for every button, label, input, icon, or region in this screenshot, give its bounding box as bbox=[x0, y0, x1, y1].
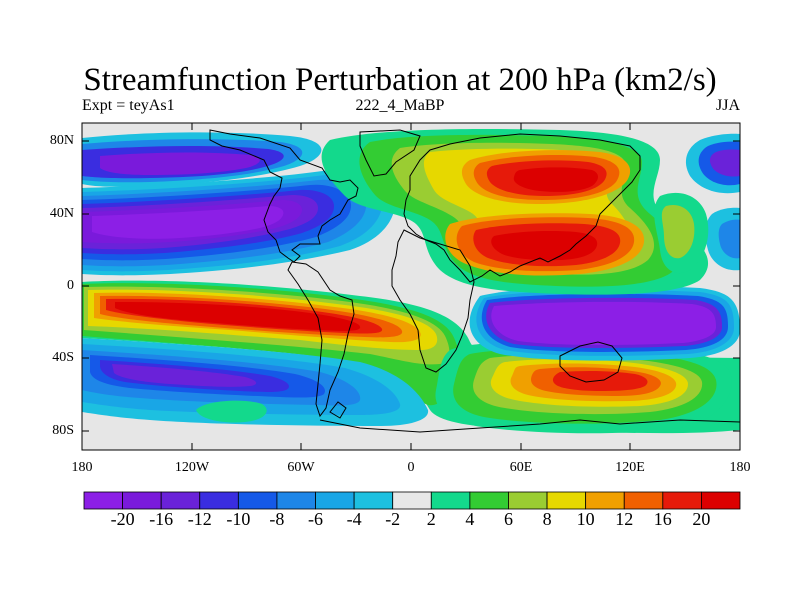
coastline-eurasia bbox=[403, 133, 641, 283]
contour-neg-sw-12 bbox=[112, 364, 257, 387]
colorbar-swatch bbox=[585, 491, 625, 510]
coastlines bbox=[209, 129, 740, 433]
colorbar-swatch bbox=[160, 491, 201, 510]
colorbar-label: 2 bbox=[426, 509, 436, 529]
colorbar bbox=[83, 491, 741, 510]
colorbar-swatch bbox=[237, 491, 278, 510]
coastline-australia bbox=[559, 341, 623, 383]
contour-pos-ne-north-20 bbox=[513, 167, 598, 192]
contour-neg-nefar-12 bbox=[709, 149, 740, 177]
colorbar-swatch bbox=[508, 491, 548, 510]
colorbar-swatch bbox=[430, 491, 471, 510]
colorbar-label: -12 bbox=[187, 509, 212, 529]
lat-label-0: 0 bbox=[67, 278, 74, 293]
lon-ticks bbox=[81, 123, 741, 450]
colorbar-swatch bbox=[469, 491, 509, 510]
colorbar-swatch bbox=[701, 491, 741, 510]
experiment-label: Expt = teyAs1 bbox=[82, 97, 175, 114]
colorbar-label: -4 bbox=[346, 509, 362, 529]
lon-label-0: 0 bbox=[407, 460, 415, 475]
colorbar-label: 12 bbox=[615, 509, 634, 529]
lat-label-40n: 40N bbox=[49, 206, 74, 221]
colorbar-label: 16 bbox=[653, 509, 672, 529]
lon-label-120e: 120E bbox=[615, 460, 645, 475]
colorbar-label: -2 bbox=[385, 509, 401, 529]
lon-label-60e: 60E bbox=[509, 460, 533, 475]
coastline-greenland bbox=[359, 129, 421, 177]
colorbar-label: -6 bbox=[308, 509, 323, 529]
lon-label-120w: 120W bbox=[174, 460, 210, 475]
contour-pos-ne-south-20 bbox=[491, 231, 598, 261]
lat-label-80n: 80N bbox=[49, 133, 74, 148]
lat-label-80s: 80S bbox=[52, 423, 74, 438]
colorbar-label: 20 bbox=[692, 509, 711, 529]
lon-label-180-west: 180 bbox=[71, 460, 93, 475]
colorbar-label: -16 bbox=[149, 509, 174, 529]
colorbar-swatch bbox=[662, 491, 702, 510]
colorbar-label: -20 bbox=[110, 509, 135, 529]
colorbar-label: -10 bbox=[226, 509, 251, 529]
colorbar-swatch bbox=[315, 491, 355, 510]
lat-ticks bbox=[82, 140, 740, 432]
contour-neg-nefar-low-6 bbox=[718, 219, 740, 259]
contour-neg-nw-20 bbox=[92, 206, 284, 239]
contour-pos-se-16 bbox=[552, 370, 648, 391]
lon-label-60w: 60W bbox=[287, 460, 315, 475]
season-label: JJA bbox=[715, 97, 740, 114]
coastline-africa bbox=[391, 229, 475, 373]
colorbar-swatch bbox=[546, 491, 587, 510]
colorbar-label: 4 bbox=[465, 509, 475, 529]
contour-field bbox=[82, 129, 740, 434]
coastline-antarctic-peninsula bbox=[329, 401, 347, 419]
colorbar-swatch bbox=[623, 491, 664, 510]
contour-pos-ne-east-4 bbox=[661, 204, 695, 259]
colorbar-swatch bbox=[199, 491, 239, 510]
colorbar-label: -8 bbox=[269, 509, 285, 529]
colorbar-swatch bbox=[353, 491, 394, 510]
contour-neg-nh-high-16 bbox=[100, 152, 260, 175]
coastline-south-america bbox=[287, 261, 355, 418]
lat-label-40s: 40S bbox=[52, 350, 74, 365]
coastline-north-america bbox=[209, 129, 359, 263]
contour-pos-south-20 bbox=[115, 302, 361, 331]
lon-label-180-east: 180 bbox=[729, 460, 751, 475]
case-label: 222_4_MaBP bbox=[355, 97, 445, 114]
colorbar-label: 6 bbox=[504, 509, 513, 529]
colorbar-swatch bbox=[83, 491, 123, 510]
colorbar-swatch bbox=[122, 491, 162, 510]
colorbar-swatch bbox=[392, 491, 432, 510]
contour-neg-se-20 bbox=[491, 301, 716, 346]
colorbar-label: 10 bbox=[576, 509, 595, 529]
contour-pos-sw-blob bbox=[196, 400, 267, 423]
plot-title: Streamfunction Perturbation at 200 hPa (… bbox=[83, 62, 717, 98]
colorbar-label: 8 bbox=[542, 509, 552, 529]
coastline-antarctica bbox=[319, 419, 740, 433]
colorbar-swatch bbox=[276, 491, 316, 510]
